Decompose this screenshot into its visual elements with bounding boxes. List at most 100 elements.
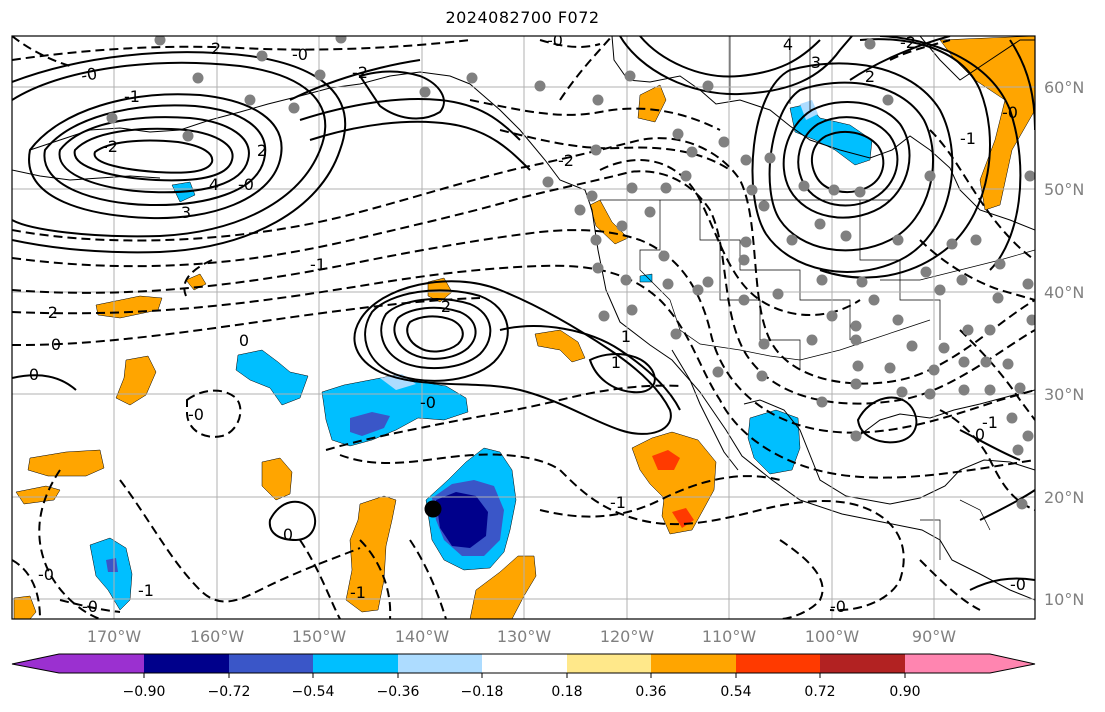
lat-tick-label: 40°N (1044, 283, 1084, 302)
contour-label: 4 (783, 35, 793, 54)
contour-label: -2 (900, 33, 916, 52)
orange-region-155w23n (261, 457, 293, 501)
colorbar-tick-label: 0.36 (635, 684, 666, 700)
contour-label: 0 (29, 365, 39, 384)
contour-labels: -0 2 -0 -2 -0 -1 -2 4 3 2 -1 -0 -2 3 4 2… (29, 31, 1026, 616)
colorbar-segment (905, 654, 990, 673)
lat-tick-label: 50°N (1044, 180, 1084, 199)
lat-tick-label: 30°N (1044, 385, 1084, 404)
contour-label: 1 (621, 327, 631, 346)
colorbar-segment (820, 654, 905, 673)
navy-region-storm (436, 492, 488, 548)
contour-label: -1 (124, 87, 140, 106)
red-region-115w24n (652, 450, 680, 470)
contour-label: -0 (238, 175, 254, 194)
colorbar-tick-label: −0.90 (123, 684, 166, 700)
shaded-regions (13, 36, 1035, 619)
contour-label: -1 (138, 581, 154, 600)
contour-label: -2 (102, 137, 118, 156)
contour-label: -0 (82, 597, 98, 616)
contour-label: -0 (38, 565, 54, 584)
lon-tick-label: 110°W (702, 627, 757, 646)
contour-label: 2 (865, 67, 875, 86)
lat-tick-label: 20°N (1044, 488, 1084, 507)
orange-region-175w10n (13, 595, 37, 619)
map-border (11, 35, 1036, 620)
contour-label: -0 (188, 405, 204, 424)
contour-label: 0 (283, 525, 293, 544)
colorbar-tick-label: −0.36 (377, 684, 420, 700)
contour-label: -0 (292, 45, 308, 64)
lon-tick-label: 140°W (395, 627, 450, 646)
contour-label: 2 (211, 39, 221, 58)
colorbar-tick-label: 0.72 (804, 684, 835, 700)
contour-label: 3 (181, 203, 191, 222)
colorbar-segment (12, 654, 59, 673)
contour-label: -1 (310, 255, 326, 274)
contour-label: 2 (441, 297, 451, 316)
lon-tick-labels: 170°W 160°W 150°W 140°W 130°W 120°W 110°… (87, 627, 956, 646)
orange-region-170w25n (27, 449, 105, 477)
contour-label: -2 (558, 151, 574, 170)
contour-label: 0 (239, 331, 249, 350)
colorbar-segment (144, 654, 229, 673)
contour-label: -0 (420, 393, 436, 412)
dashed-contours (12, 36, 1035, 619)
colorbar-segment (736, 654, 820, 673)
contour-label: 3 (811, 53, 821, 72)
contour-label: -1 (960, 129, 976, 148)
colorbar-segment (313, 654, 398, 673)
lat-tick-label: 10°N (1044, 590, 1084, 609)
contour-label: -2 (42, 303, 58, 322)
colorbar-tick-label: −0.54 (292, 684, 335, 700)
contour-label: -0 (1002, 103, 1018, 122)
colorbar-segment (990, 654, 1035, 673)
lon-tick-label: 160°W (190, 627, 245, 646)
contour-label: -1 (982, 413, 998, 432)
contour-label: -0 (1010, 575, 1026, 594)
lon-tick-label: 130°W (497, 627, 552, 646)
colorbar-segment (651, 654, 736, 673)
contour-label: 0 (975, 425, 985, 444)
colorbar-segment (398, 654, 482, 673)
blue-region-165w14n (89, 537, 133, 611)
contour-label: -0 (830, 597, 846, 616)
map-title: 2024082700 F072 (445, 8, 600, 27)
colorbar-outline (11, 653, 1036, 674)
grid-lines (12, 36, 1035, 619)
lon-tick-label: 100°W (805, 627, 860, 646)
colorbar-segment (229, 654, 313, 673)
darkblue-region-140w28n (350, 412, 390, 436)
colorbar-tick-label: 0.18 (551, 684, 582, 700)
contour-label: 0 (51, 335, 61, 354)
orange-region-130w12n (469, 555, 537, 619)
contour-label: 1 (611, 353, 621, 372)
lon-tick-label: 90°W (912, 627, 956, 646)
blue-region-105w25n (747, 409, 801, 475)
orange-region-170w21n (15, 485, 61, 505)
lat-tick-label: 60°N (1044, 78, 1084, 97)
darkblue-region-165w14n (106, 558, 118, 572)
colorbar-tick-label: −0.18 (461, 684, 504, 700)
orange-region-162w30n (115, 355, 157, 406)
lon-tick-label: 170°W (87, 627, 142, 646)
contour-label: 2 (257, 141, 267, 160)
contour-label: -0 (547, 31, 563, 50)
contour-label: -2 (352, 63, 368, 82)
colorbar: −0.90 −0.72 −0.54 −0.36 −0.18 0.18 0.36 … (11, 653, 1036, 700)
blue-region-150w33n (235, 349, 309, 406)
lon-tick-label: 120°W (600, 627, 655, 646)
colorbar-segment (567, 654, 651, 673)
colorbar-tick-label: 0.90 (889, 684, 920, 700)
contour-label: -1 (350, 583, 366, 602)
colorbar-tick-label: 0.54 (720, 684, 751, 700)
lat-tick-labels: 60°N 50°N 40°N 30°N 20°N 10°N (1044, 78, 1084, 609)
colorbar-tick-label: −0.72 (208, 684, 251, 700)
orange-region-125w35n (534, 329, 586, 363)
contour-label: 4 (209, 175, 219, 194)
colorbar-segment (482, 654, 567, 673)
solid-contours (12, 36, 1035, 591)
contour-label: -1 (610, 493, 626, 512)
contour-label: -0 (80, 64, 99, 85)
